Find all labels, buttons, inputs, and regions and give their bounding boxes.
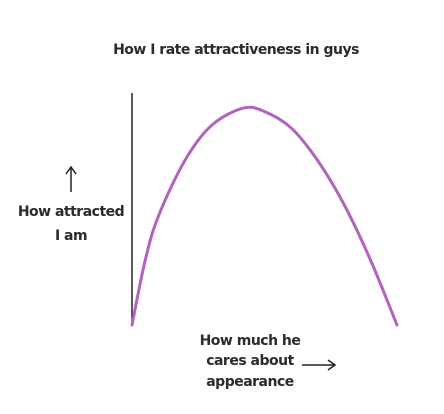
y-arrow	[65, 165, 77, 192]
x-axis-label: appearance	[206, 374, 294, 390]
x-arrow	[302, 359, 337, 371]
curve	[130, 105, 399, 327]
y-axis-label: How attracted	[18, 204, 124, 220]
chart-title: How I rate attractiveness in guys	[113, 42, 359, 58]
y-axis-label: I am	[55, 228, 87, 244]
x-axis-label: How much he	[200, 333, 301, 349]
x-axis-label: cares about	[206, 353, 294, 369]
